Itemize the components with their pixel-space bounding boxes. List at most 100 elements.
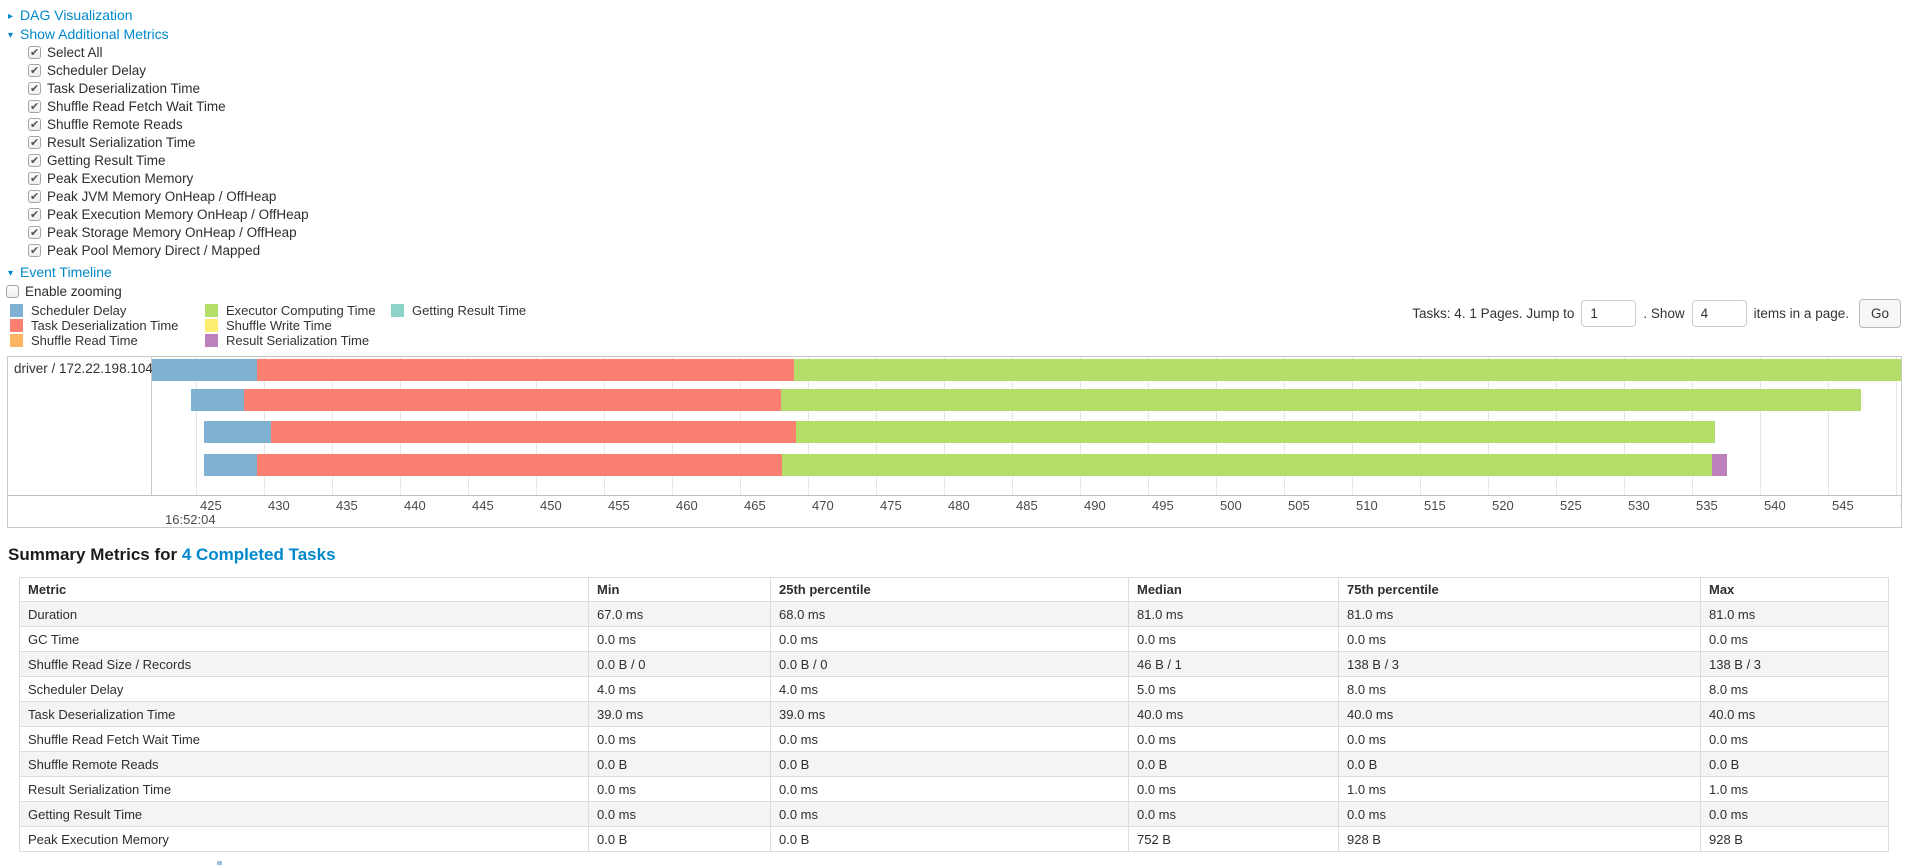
metric-value-cell: 67.0 ms xyxy=(588,601,771,627)
metric-name-cell: Shuffle Read Fetch Wait Time xyxy=(19,726,589,752)
metric-value-cell: 0.0 ms xyxy=(1700,626,1889,652)
timeline-major-time-label: 16:52:04 xyxy=(165,512,216,527)
metric-value-cell: 138 B / 3 xyxy=(1700,651,1889,677)
event-timeline-toggle[interactable]: ▾ Event Timeline xyxy=(8,263,528,282)
metric-value-cell: 0.0 B xyxy=(770,826,1129,852)
table-row: Duration 67.0 ms 68.0 ms 81.0 ms 81.0 ms 81.0… xyxy=(19,601,1889,627)
table-row: Task Deserialization Time 39.0 ms 39.0 ms 4… xyxy=(19,701,1889,727)
metric-name-cell: Duration xyxy=(19,601,589,627)
metric-value-cell: 0.0 ms xyxy=(1338,626,1701,652)
task-bar-segment-executor-computing[interactable] xyxy=(781,389,1861,411)
metric-checkbox[interactable] xyxy=(28,98,41,116)
task-bar-segment-result-serialization[interactable] xyxy=(1712,454,1727,476)
legend-item: Result Serialization Time xyxy=(205,333,376,348)
metric-checkbox-label: Shuffle Remote Reads xyxy=(47,117,183,132)
task-bar-segment-scheduler-delay[interactable] xyxy=(204,421,271,443)
metric-checkbox[interactable] xyxy=(28,242,41,260)
column-header: Max xyxy=(1700,577,1889,602)
metric-value-cell: 0.0 ms xyxy=(770,801,1129,827)
metric-value-cell: 0.0 ms xyxy=(770,726,1129,752)
metric-checkbox-row: Shuffle Remote Reads xyxy=(8,116,528,134)
metric-value-cell: 40.0 ms xyxy=(1700,701,1889,727)
timeline-tick-label: 445 xyxy=(472,498,494,513)
legend-label: Shuffle Read Time xyxy=(31,333,138,348)
metric-checkbox-list: Select All Scheduler Delay Task Deserializ… xyxy=(8,44,528,260)
metric-checkbox[interactable] xyxy=(28,134,41,152)
metric-checkbox-row: Peak Execution Memory xyxy=(8,170,528,188)
legend-item: Executor Computing Time xyxy=(205,303,376,318)
show-additional-metrics-toggle[interactable]: ▾ Show Additional Metrics xyxy=(8,25,528,44)
expanded-arrow-icon: ▾ xyxy=(8,30,14,41)
legend-swatch-icon xyxy=(205,334,218,347)
metric-checkbox[interactable] xyxy=(28,80,41,98)
metric-name-cell: GC Time xyxy=(19,626,589,652)
expanded-arrow-icon: ▾ xyxy=(8,268,14,279)
dag-visualization-toggle[interactable]: ▸ DAG Visualization xyxy=(8,6,528,25)
metric-checkbox-row: Result Serialization Time xyxy=(8,134,528,152)
summary-metrics-table: Metric Min 25th percentile Median 75th perce… xyxy=(19,577,1889,852)
task-bar-segment-scheduler-delay[interactable] xyxy=(152,359,257,381)
table-header-row: Metric Min 25th percentile Median 75th perce… xyxy=(19,577,1889,602)
metric-checkbox[interactable] xyxy=(28,188,41,206)
timeline-tick-label: 515 xyxy=(1424,498,1446,513)
metric-name-cell: Getting Result Time xyxy=(19,801,589,827)
metric-value-cell: 46 B / 1 xyxy=(1128,651,1339,677)
metric-value-cell: 0.0 B / 0 xyxy=(770,651,1129,677)
column-header: Metric xyxy=(19,577,589,602)
completed-tasks-link[interactable]: 4 Completed Tasks xyxy=(181,545,336,564)
metric-value-cell: 40.0 ms xyxy=(1338,701,1701,727)
timeline-tick-label: 470 xyxy=(812,498,834,513)
metric-checkbox[interactable] xyxy=(28,170,41,188)
timeline-tick-label: 550 xyxy=(1900,498,1901,513)
timeline-tick-label: 520 xyxy=(1492,498,1514,513)
legend-swatch-icon xyxy=(10,334,23,347)
timeline-tick-label: 440 xyxy=(404,498,426,513)
metric-checkbox[interactable] xyxy=(28,116,41,134)
legend-item: Task Deserialization Time xyxy=(10,318,178,333)
items-per-page-input[interactable] xyxy=(1691,299,1747,327)
table-row: Shuffle Read Size / Records 0.0 B / 0 0.0 … xyxy=(19,651,1889,677)
metric-checkbox[interactable] xyxy=(28,224,41,242)
legend-column: Scheduler Delay Task Deserialization Time… xyxy=(10,303,178,348)
task-bar-segment-task-deserialization[interactable] xyxy=(244,389,781,411)
task-bar-segment-task-deserialization[interactable] xyxy=(257,454,782,476)
metric-checkbox[interactable] xyxy=(28,206,41,224)
table-row: Peak Execution Memory 0.0 B 0.0 B 752 B 928 … xyxy=(19,826,1889,852)
timeline-tick-label: 480 xyxy=(948,498,970,513)
timeline-tick-label: 530 xyxy=(1628,498,1650,513)
task-bar-segment-executor-computing[interactable] xyxy=(796,421,1715,443)
metric-checkbox[interactable] xyxy=(28,44,41,62)
metric-value-cell: 8.0 ms xyxy=(1338,676,1701,702)
metric-value-cell: 0.0 ms xyxy=(1128,726,1339,752)
metric-checkbox[interactable] xyxy=(28,62,41,80)
metric-value-cell: 0.0 ms xyxy=(1128,776,1339,802)
go-button[interactable]: Go xyxy=(1858,298,1901,328)
task-bar-segment-executor-computing[interactable] xyxy=(794,359,1901,381)
metric-value-cell: 40.0 ms xyxy=(1128,701,1339,727)
metric-value-cell: 0.0 B / 0 xyxy=(588,651,771,677)
enable-zooming-checkbox[interactable] xyxy=(6,285,19,298)
collapsed-arrow-icon: ▸ xyxy=(8,11,14,22)
timeline-tick-label: 430 xyxy=(268,498,290,513)
legend-label: Scheduler Delay xyxy=(31,303,127,318)
legend-label: Task Deserialization Time xyxy=(31,318,179,333)
task-bar-segment-executor-computing[interactable] xyxy=(782,454,1712,476)
metric-checkbox[interactable] xyxy=(28,152,41,170)
metric-checkbox-label: Task Deserialization Time xyxy=(47,81,201,96)
task-bar-segment-task-deserialization[interactable] xyxy=(271,421,796,443)
task-bar-segment-scheduler-delay[interactable] xyxy=(204,454,257,476)
metric-value-cell: 0.0 ms xyxy=(1128,626,1339,652)
event-timeline-chart: driver / 172.22.198.104 425 430 435 440 445 4… xyxy=(7,356,1902,528)
metric-value-cell: 0.0 B xyxy=(770,751,1129,777)
metric-name-cell: Result Serialization Time xyxy=(19,776,589,802)
metric-checkbox-label: Peak Execution Memory xyxy=(47,171,194,186)
task-bar-segment-task-deserialization[interactable] xyxy=(257,359,794,381)
metric-checkbox-row: Select All xyxy=(8,44,528,62)
jump-to-page-input[interactable] xyxy=(1581,299,1637,327)
table-row: Scheduler Delay 4.0 ms 4.0 ms 5.0 ms 8.0 ms 8… xyxy=(19,676,1889,702)
metric-value-cell: 1.0 ms xyxy=(1338,776,1701,802)
task-bar-segment-scheduler-delay[interactable] xyxy=(191,389,244,411)
metric-value-cell: 0.0 B xyxy=(1338,751,1701,777)
metric-value-cell: 928 B xyxy=(1700,826,1889,852)
metric-value-cell: 39.0 ms xyxy=(770,701,1129,727)
